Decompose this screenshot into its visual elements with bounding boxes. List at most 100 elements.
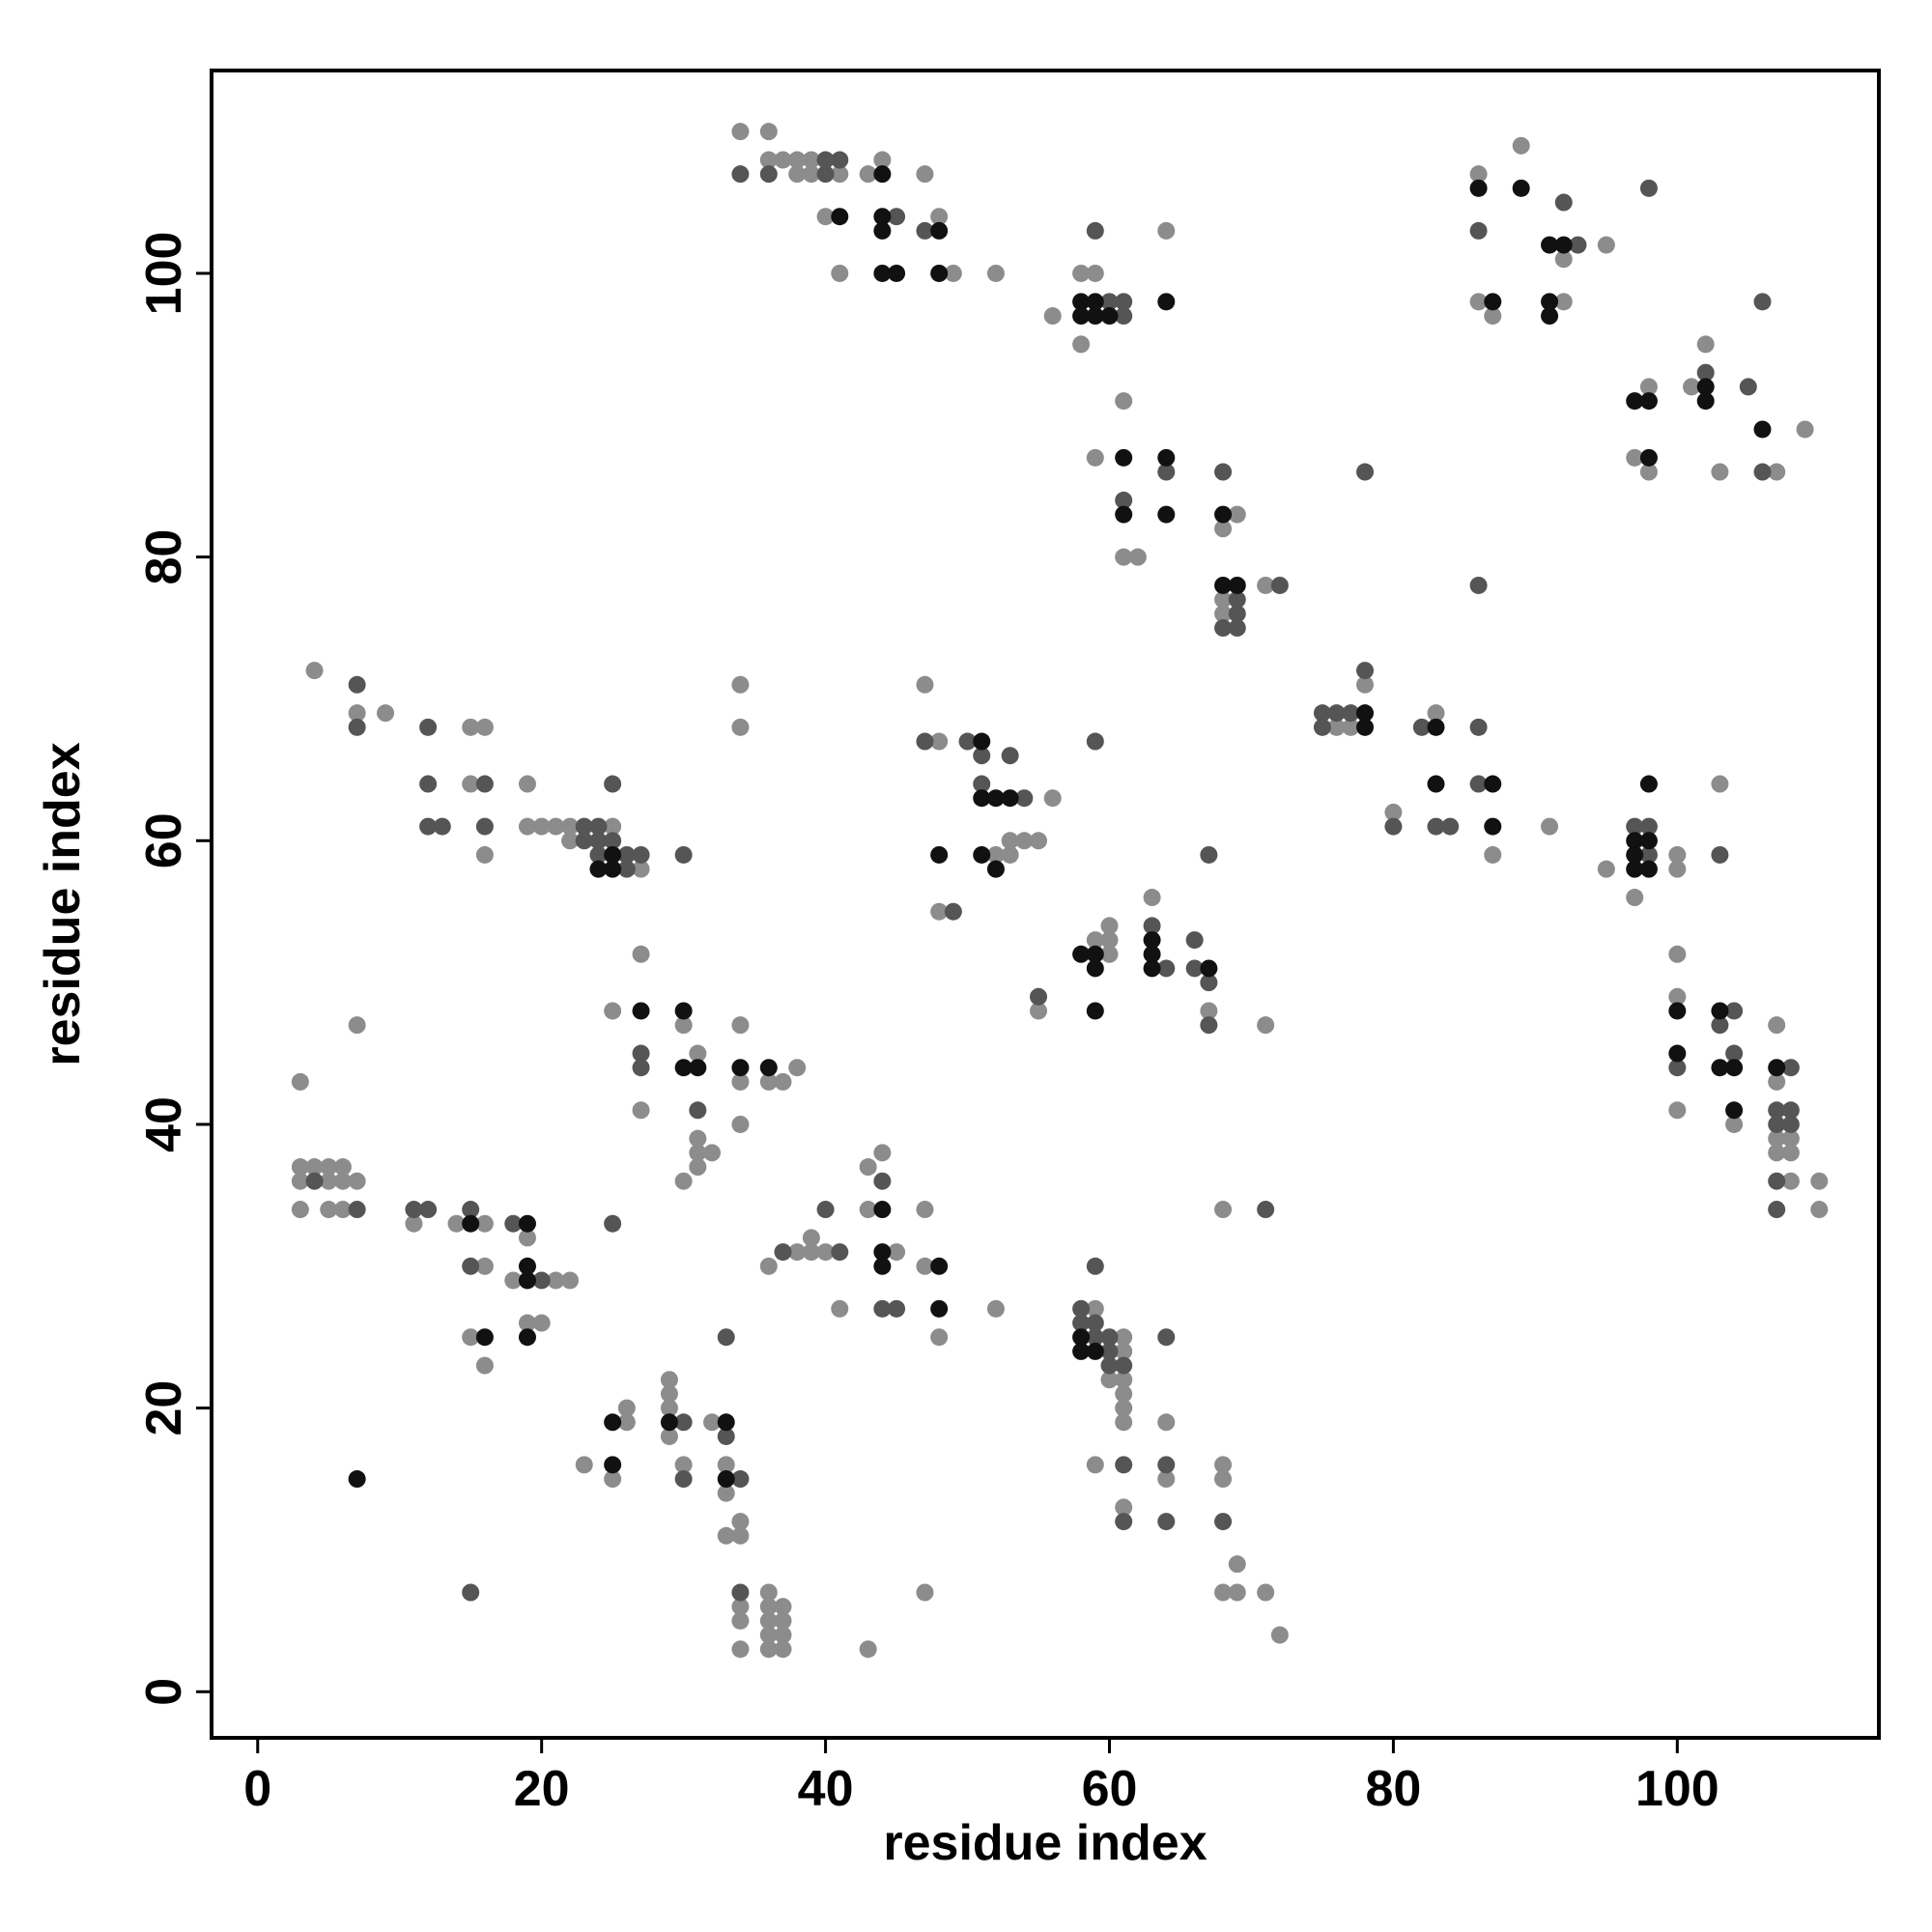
point [916, 1201, 934, 1219]
point [759, 151, 778, 169]
point [1157, 505, 1176, 524]
point [1711, 1059, 1729, 1077]
point [859, 1201, 877, 1219]
point [305, 1158, 324, 1177]
point [462, 1201, 480, 1219]
point [1484, 293, 1502, 311]
point [930, 845, 949, 864]
point [731, 1640, 750, 1659]
point [1753, 293, 1772, 311]
point [831, 264, 849, 282]
point [1072, 335, 1091, 354]
point [1597, 236, 1615, 254]
point [518, 817, 536, 836]
point [916, 1257, 934, 1275]
point [604, 1470, 622, 1489]
point [1228, 576, 1246, 594]
point [1100, 1371, 1119, 1389]
point [1512, 179, 1530, 197]
y-axis-title: residue index [35, 742, 91, 1065]
point [1115, 1498, 1133, 1517]
point [518, 1214, 536, 1233]
point [944, 902, 962, 921]
point [1725, 1059, 1744, 1077]
point [1115, 1384, 1133, 1403]
point [888, 1243, 906, 1262]
point [1668, 860, 1687, 878]
point [1214, 1513, 1233, 1531]
y-tick-label: 40 [136, 1096, 192, 1152]
point [1541, 293, 1559, 311]
x-tick-label: 60 [1082, 1761, 1138, 1817]
point [589, 845, 608, 864]
point [873, 165, 892, 184]
point [462, 1328, 480, 1347]
point [1086, 1456, 1104, 1474]
point [1072, 945, 1091, 963]
point [1384, 817, 1403, 836]
point [1143, 931, 1161, 950]
point [1030, 832, 1048, 850]
point [632, 845, 650, 864]
point [731, 1470, 750, 1489]
point [333, 1158, 352, 1177]
point [433, 817, 451, 836]
point [1313, 718, 1331, 736]
point [291, 1172, 309, 1190]
point [1100, 1342, 1119, 1360]
point [1086, 945, 1104, 963]
point [1115, 1456, 1133, 1474]
point [1115, 307, 1133, 326]
point [291, 1201, 309, 1219]
point [1228, 1555, 1246, 1574]
point [1115, 1342, 1133, 1360]
point [518, 1257, 536, 1275]
point [1214, 619, 1233, 638]
point [1668, 1059, 1687, 1077]
point [816, 151, 835, 169]
point [1157, 1470, 1176, 1489]
point [462, 1214, 480, 1233]
point [759, 1611, 778, 1630]
point [475, 817, 494, 836]
point [759, 1257, 778, 1275]
point [419, 1201, 438, 1219]
point [1072, 1342, 1091, 1360]
point [604, 860, 622, 878]
point [1214, 590, 1233, 609]
point [405, 1214, 423, 1233]
point [674, 1413, 693, 1432]
point [1086, 1002, 1104, 1020]
point [930, 264, 949, 282]
point [660, 1399, 678, 1417]
point [759, 123, 778, 141]
point [1668, 1002, 1687, 1020]
point [604, 845, 622, 864]
point [1412, 718, 1431, 736]
point [1469, 576, 1488, 594]
point [1768, 1144, 1786, 1162]
point [1157, 1513, 1176, 1531]
point [1626, 845, 1644, 864]
point [462, 1583, 480, 1602]
point [660, 1427, 678, 1445]
point [1214, 520, 1233, 538]
point [1711, 845, 1729, 864]
point [1626, 860, 1644, 878]
point [1030, 1002, 1048, 1020]
point [1469, 165, 1488, 184]
point [348, 704, 366, 723]
point [1554, 193, 1573, 212]
point [831, 1243, 849, 1262]
point [731, 718, 750, 736]
point [1725, 1101, 1744, 1120]
point [1668, 845, 1687, 864]
point [1469, 775, 1488, 793]
point [1100, 307, 1119, 326]
point [1469, 221, 1488, 240]
point [1185, 931, 1204, 950]
point [1356, 718, 1375, 736]
point [1115, 293, 1133, 311]
point [831, 151, 849, 169]
